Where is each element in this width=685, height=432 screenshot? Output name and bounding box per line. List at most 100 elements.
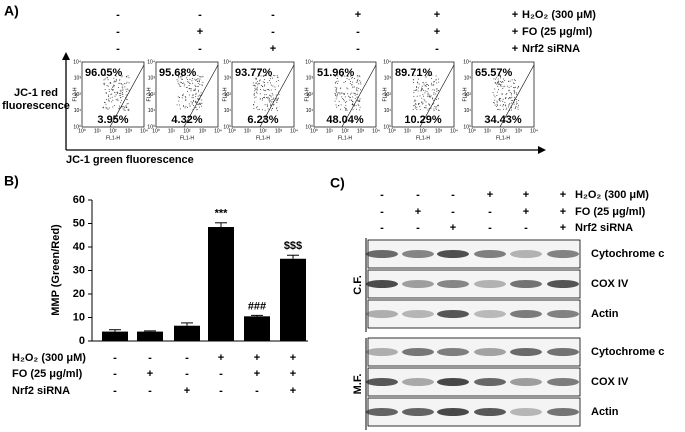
significance: *** xyxy=(215,208,229,220)
event-dot xyxy=(498,80,500,82)
event-dot xyxy=(335,91,337,93)
event-dot xyxy=(192,100,194,102)
band xyxy=(366,378,398,386)
event-dot xyxy=(192,109,194,111)
event-dot xyxy=(127,103,129,105)
event-dot xyxy=(113,85,115,87)
event-dot xyxy=(125,94,127,96)
event-dot xyxy=(115,75,117,77)
event-dot xyxy=(506,85,508,87)
event-dot xyxy=(275,108,277,110)
band xyxy=(547,378,579,386)
event-dot xyxy=(124,86,126,88)
event-dot xyxy=(192,78,194,80)
event-dot xyxy=(179,81,181,83)
band xyxy=(547,348,579,356)
event-dot xyxy=(511,92,513,94)
event-dot xyxy=(337,93,339,95)
event-dot xyxy=(124,109,126,111)
blot xyxy=(367,269,581,299)
band xyxy=(474,280,506,288)
event-dot xyxy=(265,93,267,95)
event-dot xyxy=(274,86,276,88)
event-dot xyxy=(265,74,267,76)
event-dot xyxy=(413,81,415,83)
event-dot xyxy=(180,76,182,78)
event-dot xyxy=(434,106,436,108)
event-dot xyxy=(506,92,508,94)
event-dot xyxy=(192,105,194,107)
event-dot xyxy=(510,97,512,99)
event-dot xyxy=(113,91,115,93)
event-dot xyxy=(435,82,437,84)
event-dot xyxy=(263,76,265,78)
event-dot xyxy=(503,78,505,80)
bar xyxy=(208,227,234,341)
event-dot xyxy=(269,82,271,84)
event-dot xyxy=(427,88,429,90)
treatment-label: H₂O₂ (300 μM) xyxy=(12,352,86,364)
event-dot xyxy=(502,108,504,110)
gate-line xyxy=(341,64,377,128)
tick-label: 10⁰ xyxy=(152,128,160,134)
event-dot xyxy=(353,86,355,88)
tick-label: 10⁰ xyxy=(388,128,396,134)
event-dot xyxy=(433,108,435,110)
event-dot xyxy=(272,85,274,87)
event-dot xyxy=(427,93,429,95)
event-dot xyxy=(499,104,501,106)
event-dot xyxy=(513,98,515,100)
panel-label: C) xyxy=(330,175,345,191)
y-tick-label: 40 xyxy=(73,241,85,253)
lower-percent: 6.23% xyxy=(247,114,278,126)
event-dot xyxy=(415,103,417,105)
plot-y-title: FL2-H xyxy=(382,87,388,101)
event-dot xyxy=(506,107,508,109)
event-dot xyxy=(271,92,273,94)
event-dot xyxy=(264,84,266,86)
event-dot xyxy=(201,94,203,96)
event-dot xyxy=(105,103,107,105)
event-dot xyxy=(503,104,505,106)
event-dot xyxy=(123,105,125,107)
event-dot xyxy=(102,74,104,76)
event-dot xyxy=(200,103,202,105)
event-dot xyxy=(494,88,496,90)
tick-label: 10³ xyxy=(125,128,133,134)
event-dot xyxy=(493,78,495,80)
band xyxy=(547,310,579,318)
event-dot xyxy=(508,104,510,106)
treatment-sign: - xyxy=(148,352,152,364)
event-dot xyxy=(433,99,435,101)
event-dot xyxy=(501,94,503,96)
event-dot xyxy=(190,101,192,103)
event-dot xyxy=(111,101,113,103)
event-dot xyxy=(268,101,270,103)
event-dot xyxy=(182,78,184,80)
event-dot xyxy=(498,75,500,77)
treatment-label: FO (25 μg/ml) xyxy=(522,26,593,38)
event-dot xyxy=(358,83,360,85)
tick-label: 10⁴ xyxy=(372,128,380,134)
event-dot xyxy=(425,101,427,103)
event-dot xyxy=(436,90,438,92)
event-dot xyxy=(497,85,499,87)
event-dot xyxy=(260,84,262,86)
treatment-sign: + xyxy=(560,206,566,218)
event-dot xyxy=(199,95,201,97)
event-dot xyxy=(507,106,509,108)
event-dot xyxy=(419,109,421,111)
event-dot xyxy=(273,97,275,99)
treatment-sign: - xyxy=(116,26,120,38)
event-dot xyxy=(494,104,496,106)
event-dot xyxy=(425,76,427,78)
event-dot xyxy=(335,104,337,106)
event-dot xyxy=(259,98,261,100)
treatment-sign: + xyxy=(434,9,440,21)
event-dot xyxy=(107,77,109,79)
treatment-sign: + xyxy=(197,26,203,38)
treatment-sign: - xyxy=(451,206,455,218)
treatment-label: H₂O₂ (300 μM) xyxy=(522,9,596,21)
band xyxy=(366,250,398,258)
event-dot xyxy=(418,103,420,105)
